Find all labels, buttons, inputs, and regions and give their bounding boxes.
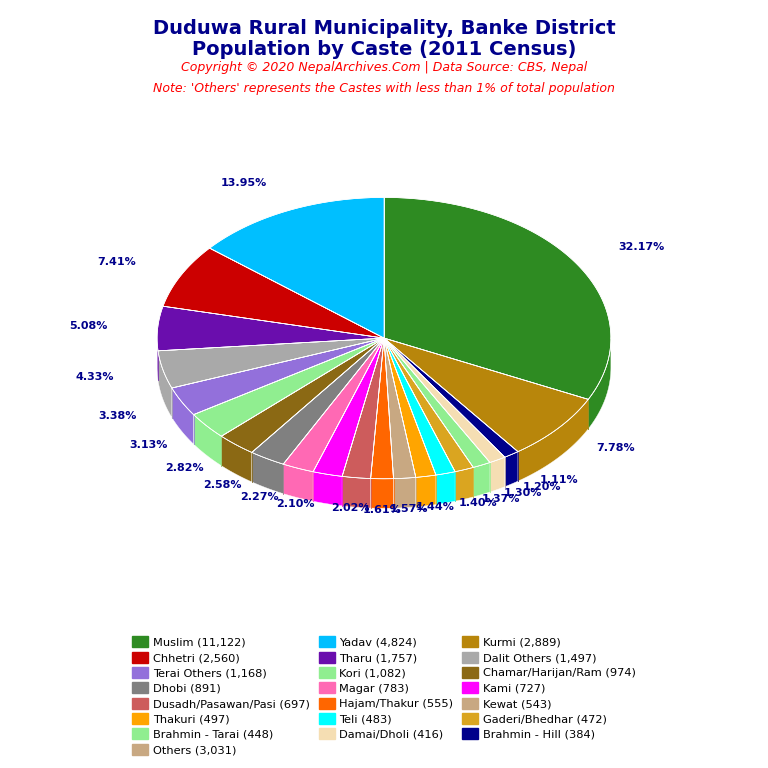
PathPatch shape: [384, 338, 588, 452]
Text: 2.82%: 2.82%: [165, 463, 204, 473]
Text: 5.08%: 5.08%: [69, 321, 108, 331]
Polygon shape: [393, 478, 415, 508]
Polygon shape: [371, 478, 393, 508]
PathPatch shape: [384, 338, 490, 468]
PathPatch shape: [283, 338, 384, 472]
PathPatch shape: [252, 338, 384, 464]
Polygon shape: [588, 339, 611, 429]
Text: Duduwa Rural Municipality, Banke District: Duduwa Rural Municipality, Banke Distric…: [153, 19, 615, 38]
Text: 3.13%: 3.13%: [129, 440, 167, 450]
PathPatch shape: [384, 338, 436, 478]
Polygon shape: [172, 388, 194, 444]
Polygon shape: [194, 415, 221, 465]
Text: 2.27%: 2.27%: [240, 492, 279, 502]
PathPatch shape: [384, 338, 505, 462]
Text: 3.38%: 3.38%: [98, 411, 137, 421]
PathPatch shape: [194, 338, 384, 436]
Polygon shape: [455, 468, 473, 502]
PathPatch shape: [313, 338, 384, 476]
Text: 1.11%: 1.11%: [539, 475, 578, 485]
PathPatch shape: [221, 338, 384, 452]
Text: 1.57%: 1.57%: [390, 504, 429, 514]
Polygon shape: [415, 475, 436, 507]
PathPatch shape: [384, 338, 415, 478]
Text: Copyright © 2020 NepalArchives.Com | Data Source: CBS, Nepal: Copyright © 2020 NepalArchives.Com | Dat…: [181, 61, 587, 74]
Polygon shape: [436, 472, 455, 505]
Polygon shape: [490, 457, 505, 492]
Text: 2.10%: 2.10%: [276, 499, 315, 509]
Polygon shape: [342, 476, 371, 508]
PathPatch shape: [158, 338, 384, 388]
Legend: Muslim (11,122), Chhetri (2,560), Terai Others (1,168), Dhobi (891), Dusadh/Pasa: Muslim (11,122), Chhetri (2,560), Terai …: [129, 633, 639, 759]
Text: 1.37%: 1.37%: [482, 494, 521, 504]
PathPatch shape: [384, 338, 518, 457]
Polygon shape: [157, 338, 158, 380]
Text: 1.30%: 1.30%: [503, 488, 541, 498]
PathPatch shape: [157, 306, 384, 351]
Text: 1.44%: 1.44%: [415, 502, 455, 511]
Polygon shape: [473, 462, 490, 497]
Text: 32.17%: 32.17%: [618, 242, 665, 252]
Polygon shape: [283, 464, 313, 502]
Text: 1.20%: 1.20%: [522, 482, 561, 492]
Polygon shape: [221, 436, 252, 482]
Text: 4.33%: 4.33%: [76, 372, 114, 382]
Polygon shape: [252, 452, 283, 494]
Polygon shape: [158, 351, 172, 418]
Polygon shape: [518, 399, 588, 482]
Text: 7.41%: 7.41%: [98, 257, 136, 266]
PathPatch shape: [342, 338, 384, 478]
Text: 2.58%: 2.58%: [203, 480, 241, 490]
Text: 1.61%: 1.61%: [362, 505, 401, 515]
Text: Population by Caste (2011 Census): Population by Caste (2011 Census): [192, 40, 576, 59]
PathPatch shape: [371, 338, 393, 478]
Text: Note: 'Others' represents the Castes with less than 1% of total population: Note: 'Others' represents the Castes wit…: [153, 82, 615, 95]
PathPatch shape: [210, 197, 384, 338]
PathPatch shape: [384, 197, 611, 399]
Text: 1.40%: 1.40%: [459, 498, 498, 508]
PathPatch shape: [172, 338, 384, 415]
Text: 13.95%: 13.95%: [220, 177, 266, 187]
Polygon shape: [505, 452, 518, 487]
PathPatch shape: [384, 338, 473, 472]
Polygon shape: [313, 472, 342, 506]
PathPatch shape: [163, 248, 384, 338]
Text: 2.02%: 2.02%: [331, 504, 369, 514]
PathPatch shape: [384, 338, 455, 475]
Text: 7.78%: 7.78%: [597, 443, 635, 453]
